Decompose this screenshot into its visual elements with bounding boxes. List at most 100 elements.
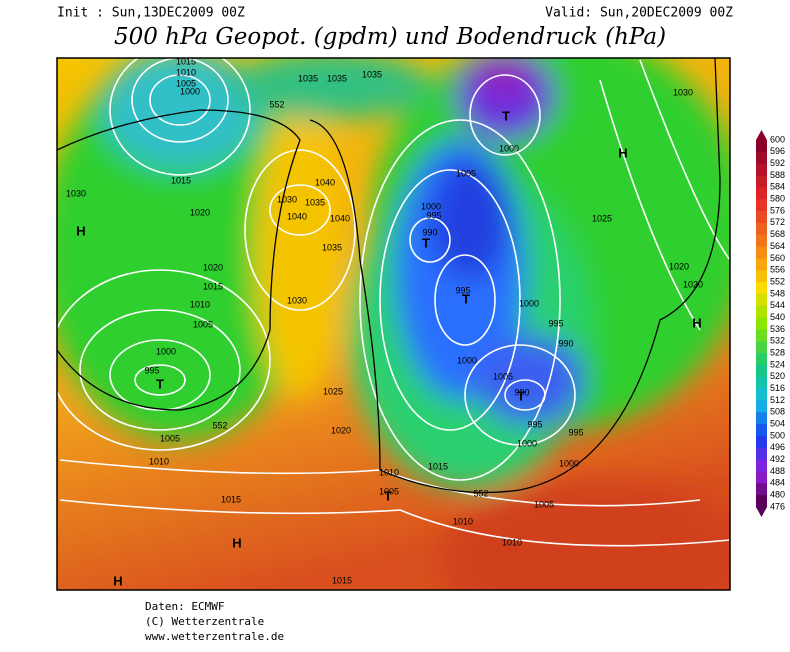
contour-label: 1000	[421, 201, 441, 211]
contour-label: 1030	[277, 194, 297, 204]
colorbar-label: 528	[770, 347, 785, 357]
contour-label: 1015	[203, 281, 223, 291]
colorbar-label: 512	[770, 395, 785, 405]
map-field	[57, 58, 730, 590]
colorbar-segment	[756, 447, 767, 461]
contour-label: 1000	[457, 355, 477, 365]
colorbar-segment	[756, 424, 767, 437]
pressure-center: T	[462, 291, 470, 306]
colorbar-label: 580	[770, 194, 785, 204]
colorbar-label: 568	[770, 229, 785, 239]
pressure-center: H	[113, 573, 122, 588]
contour-label: 1020	[203, 262, 223, 272]
colorbar-label: 484	[770, 478, 785, 488]
colorbar-label: 508	[770, 407, 785, 417]
contour-label: 1020	[331, 425, 351, 435]
contour-label: 1040	[315, 177, 335, 187]
colorbar-label: 500	[770, 430, 785, 440]
colorbar-label: 592	[770, 158, 785, 168]
pressure-center: H	[618, 145, 627, 160]
map-frame	[56, 57, 731, 591]
contour-label: 1035	[327, 73, 347, 83]
contour-label: 1040	[287, 211, 307, 221]
contour-label: 552	[212, 420, 227, 430]
colorbar-segment	[756, 246, 767, 259]
contour-label: 995	[455, 285, 470, 295]
colorbar-segment	[756, 211, 767, 224]
contour-label: 990	[514, 387, 529, 397]
colorbar-segment	[756, 435, 767, 449]
contour-label: 1035	[362, 69, 382, 79]
colorbar-segment	[756, 293, 767, 307]
contour-label: 1000	[156, 346, 176, 356]
contour-label: 1020	[683, 279, 703, 289]
colorbar-label: 584	[770, 182, 785, 192]
colorbar-segment	[756, 329, 767, 342]
colorbar-label: 596	[770, 146, 785, 156]
contour-label: 1035	[322, 242, 342, 252]
contour-label: 1000	[519, 298, 539, 308]
colorbar-label: 504	[770, 419, 785, 429]
colorbar-label: 492	[770, 454, 785, 464]
colorbar-segment	[756, 364, 767, 378]
pressure-center: T	[502, 108, 510, 123]
contour-label: 1010	[379, 467, 399, 477]
colorbar-segment	[756, 163, 767, 177]
colorbar-label: 564	[770, 241, 785, 251]
contour-label: 1015	[221, 494, 241, 504]
colorbar-label: 572	[770, 217, 785, 227]
contour-label: 1000	[559, 458, 579, 468]
colorbar-label: 496	[770, 442, 785, 452]
contour-label: 1035	[305, 197, 325, 207]
contour-label: 552	[269, 99, 284, 109]
colorbar-segment	[756, 270, 767, 283]
colorbar-label: 524	[770, 359, 785, 369]
contour-label: 1005	[160, 433, 180, 443]
colorbar-label: 520	[770, 371, 785, 381]
colorbar-segment	[756, 199, 767, 212]
contour-label: 1015	[428, 461, 448, 471]
contour-label: 995	[426, 210, 441, 220]
colorbar-label: 548	[770, 288, 785, 298]
footer-source: Daten: ECMWF	[145, 600, 224, 613]
contour-label: 1005	[493, 371, 513, 381]
contour-label: 1035	[298, 73, 318, 83]
colorbar-segment	[756, 175, 767, 188]
colorbar-segment	[756, 412, 767, 425]
contour-label: 1000	[180, 86, 200, 96]
colorbar-arrow-bottom	[756, 507, 767, 517]
contour-label: 995	[548, 318, 563, 328]
colorbar-label: 552	[770, 276, 785, 286]
colorbar-segment	[756, 353, 767, 366]
colorbar-segment	[756, 459, 767, 472]
contour-label: 1015	[176, 56, 196, 66]
colorbar-label: 600	[770, 134, 785, 144]
colorbar-segment	[756, 222, 767, 236]
contour-label: 1000	[499, 143, 519, 153]
colorbar-segment	[756, 341, 767, 354]
valid-time: Valid: Sun,20DEC2009 00Z	[545, 6, 733, 21]
contour-label: 1005	[379, 486, 399, 496]
colorbar-segment	[756, 388, 767, 401]
pressure-center: T	[422, 235, 430, 250]
colorbar-segment	[756, 258, 767, 271]
contour-label: 1005	[176, 78, 196, 88]
colorbar-segment	[756, 317, 767, 330]
colorbar-label: 532	[770, 336, 785, 346]
colorbar-segment	[756, 140, 767, 153]
contour-label: 1010	[453, 516, 473, 526]
colorbar-label: 476	[770, 501, 785, 511]
colorbar-label: 560	[770, 253, 785, 263]
init-time: Init : Sun,13DEC2009 00Z	[57, 6, 245, 21]
pressure-center: T	[156, 376, 164, 391]
contour-label: 1025	[323, 386, 343, 396]
contour-label: 1015	[171, 175, 191, 185]
contour-label: 990	[558, 338, 573, 348]
contour-label: 990	[422, 227, 437, 237]
pressure-center: H	[692, 315, 701, 330]
colorbar-segment	[756, 483, 767, 496]
colorbar-label: 556	[770, 265, 785, 275]
contour-label: 1020	[669, 261, 689, 271]
colorbar-segment	[756, 376, 767, 390]
contour-label: 1015	[332, 575, 352, 585]
